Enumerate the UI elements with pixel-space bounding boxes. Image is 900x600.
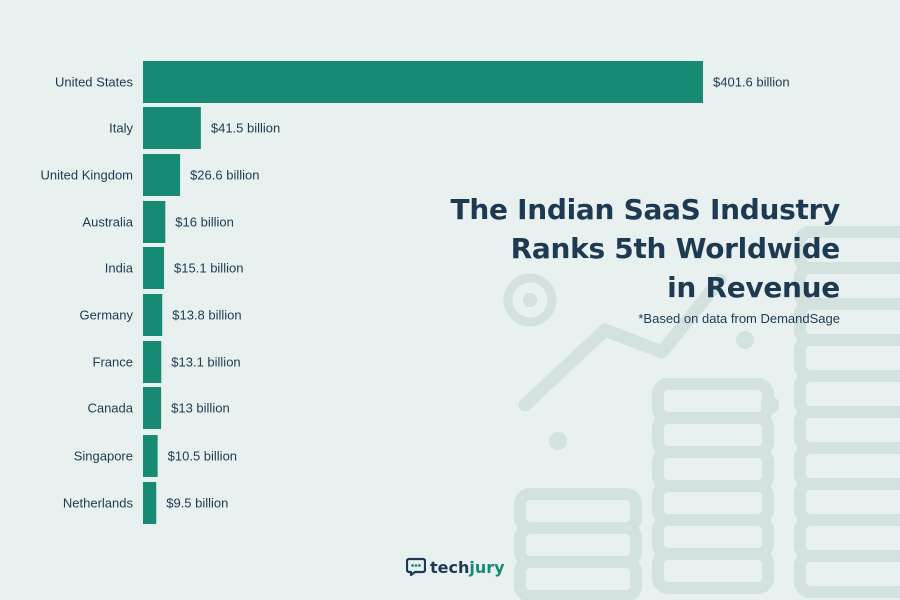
value-label-france: $13.1 billion <box>171 355 240 370</box>
value-label-canada: $13 billion <box>171 401 230 416</box>
category-label-singapore: Singapore <box>74 449 133 464</box>
category-label-netherlands: Netherlands <box>63 496 134 511</box>
category-label-australia: Australia <box>82 215 133 230</box>
value-label-united-kingdom: $26.6 billion <box>190 168 259 183</box>
bar-united-states <box>143 61 703 103</box>
bar-india <box>143 247 165 289</box>
value-label-india: $15.1 billion <box>174 261 243 276</box>
category-label-italy: Italy <box>109 121 133 136</box>
value-label-singapore: $10.5 billion <box>168 449 237 464</box>
value-label-australia: $16 billion <box>175 215 234 230</box>
bar-canada <box>143 387 162 429</box>
value-label-italy: $41.5 billion <box>211 121 280 136</box>
source-note: *Based on data from DemandSage <box>638 311 840 326</box>
category-label-india: India <box>105 261 134 276</box>
title-block: The Indian SaaS Industry Ranks 5th World… <box>420 190 841 326</box>
title-line-3: in Revenue <box>667 271 840 304</box>
brand-name-prefix: tech <box>430 557 470 577</box>
brand-logo: techjury <box>406 557 505 577</box>
category-label-united-states: United States <box>55 75 134 90</box>
title-line-2: Ranks 5th Worldwide <box>510 232 841 265</box>
bar-italy <box>143 107 201 149</box>
category-label-germany: Germany <box>80 308 134 323</box>
value-label-united-states: $401.6 billion <box>713 75 790 90</box>
category-label-united-kingdom: United Kingdom <box>41 168 134 183</box>
brand-name-accent: jury <box>469 557 505 577</box>
bar-germany <box>143 294 163 336</box>
chat-bubble-icon <box>406 557 426 577</box>
brand-name: techjury <box>430 558 505 577</box>
title-line-1: The Indian SaaS Industry <box>450 193 841 226</box>
category-label-canada: Canada <box>87 401 133 416</box>
value-label-germany: $13.8 billion <box>172 308 241 323</box>
value-label-netherlands: $9.5 billion <box>166 496 228 511</box>
bar-france <box>143 341 162 383</box>
bar-singapore <box>143 435 158 477</box>
bar-australia <box>143 201 166 243</box>
trend-line-decor-icon <box>503 273 779 450</box>
coin-stack-decor-icon <box>514 226 900 600</box>
bar-united-kingdom <box>143 154 181 196</box>
bar-netherlands <box>143 482 157 524</box>
category-label-france: France <box>93 355 133 370</box>
